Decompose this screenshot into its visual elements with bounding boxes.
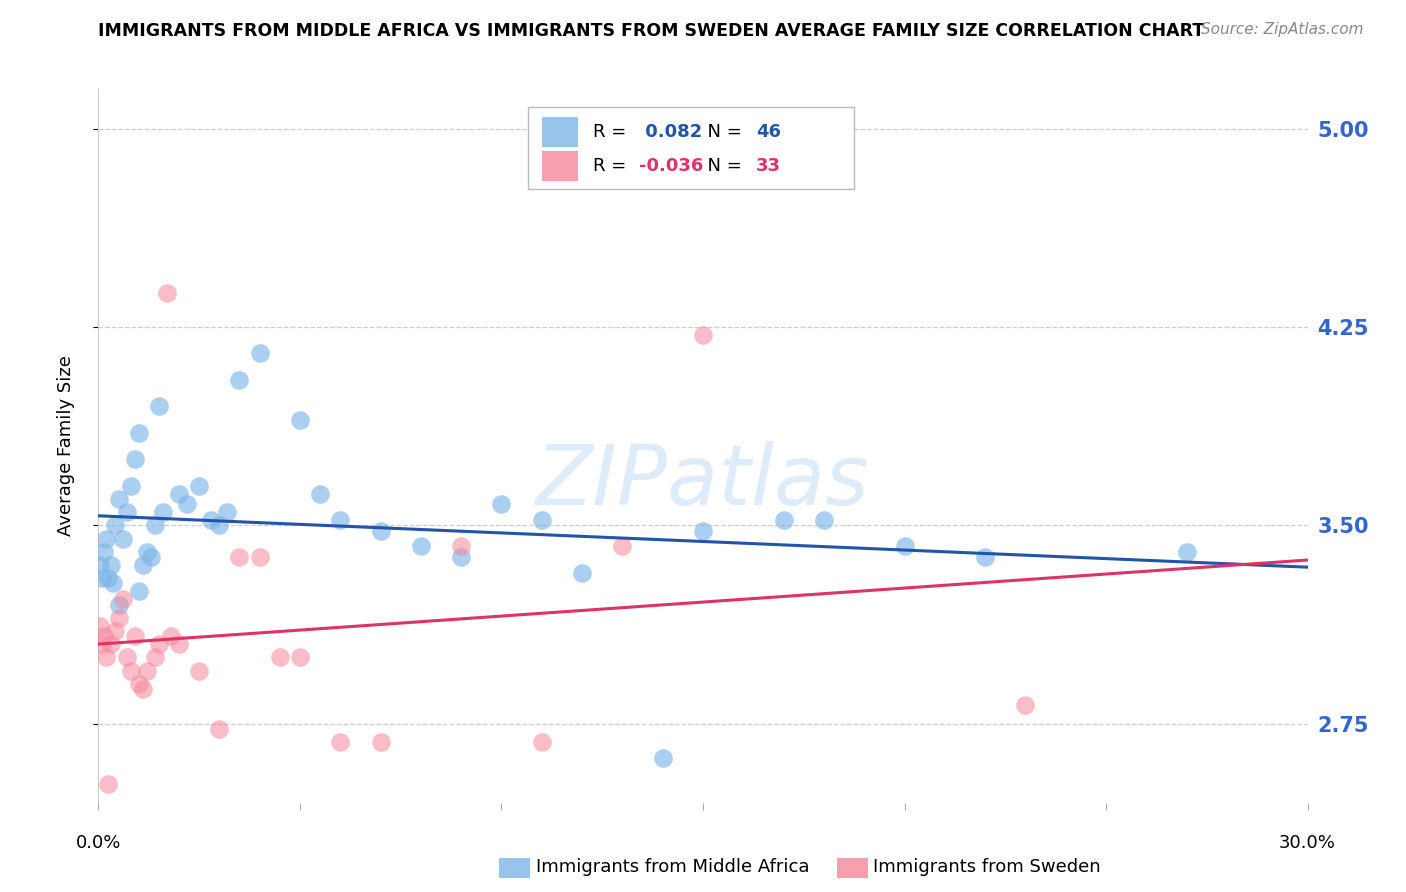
- Point: [128, 425, 150, 440]
- Point: [651, 751, 673, 765]
- Point: [893, 540, 915, 554]
- Point: [200, 513, 222, 527]
- Point: [188, 664, 211, 678]
- Text: Immigrants from Sweden: Immigrants from Sweden: [873, 858, 1101, 876]
- Text: -0.036: -0.036: [638, 157, 703, 175]
- Point: [530, 513, 553, 527]
- Point: [143, 650, 166, 665]
- FancyBboxPatch shape: [527, 107, 855, 189]
- Point: [309, 486, 332, 500]
- Point: [96, 650, 118, 665]
- Point: [107, 491, 129, 506]
- Point: [249, 549, 271, 564]
- Point: [148, 637, 170, 651]
- Point: [128, 584, 150, 599]
- Point: [139, 549, 162, 564]
- Text: R =: R =: [593, 123, 631, 141]
- FancyBboxPatch shape: [543, 151, 578, 181]
- Point: [89, 618, 111, 632]
- Point: [152, 505, 174, 519]
- Point: [132, 558, 155, 572]
- Point: [124, 452, 146, 467]
- Point: [370, 524, 392, 538]
- Point: [612, 540, 634, 554]
- Text: Source: ZipAtlas.com: Source: ZipAtlas.com: [1201, 22, 1364, 37]
- Point: [450, 540, 472, 554]
- Point: [329, 513, 352, 527]
- Point: [813, 513, 835, 527]
- Point: [370, 735, 392, 749]
- Point: [269, 650, 291, 665]
- Point: [188, 478, 211, 492]
- Point: [208, 722, 231, 736]
- Point: [91, 571, 114, 585]
- Point: [103, 624, 125, 638]
- Point: [217, 505, 239, 519]
- Text: Immigrants from Middle Africa: Immigrants from Middle Africa: [536, 858, 810, 876]
- Point: [288, 412, 311, 426]
- Point: [1014, 698, 1036, 712]
- Text: 46: 46: [756, 123, 782, 141]
- Point: [103, 518, 125, 533]
- Point: [100, 637, 122, 651]
- Text: 0.082: 0.082: [638, 123, 702, 141]
- Text: N =: N =: [696, 157, 747, 175]
- Point: [93, 545, 115, 559]
- Point: [208, 518, 231, 533]
- Point: [107, 611, 129, 625]
- Point: [120, 664, 142, 678]
- Point: [176, 497, 198, 511]
- Point: [491, 497, 513, 511]
- Point: [115, 505, 138, 519]
- Point: [115, 650, 138, 665]
- Point: [93, 629, 115, 643]
- Point: [288, 650, 311, 665]
- Point: [249, 346, 271, 360]
- Point: [111, 532, 134, 546]
- Point: [167, 486, 190, 500]
- Point: [450, 549, 472, 564]
- Point: [160, 629, 183, 643]
- Point: [409, 540, 432, 554]
- Point: [228, 373, 250, 387]
- Point: [124, 629, 146, 643]
- Point: [692, 328, 714, 343]
- Point: [772, 513, 794, 527]
- Point: [329, 735, 352, 749]
- Point: [135, 664, 157, 678]
- Text: 33: 33: [756, 157, 782, 175]
- Point: [97, 571, 120, 585]
- Text: 30.0%: 30.0%: [1279, 834, 1336, 852]
- Point: [101, 576, 124, 591]
- Point: [167, 637, 190, 651]
- Point: [96, 532, 118, 546]
- Point: [89, 558, 111, 572]
- Point: [228, 549, 250, 564]
- Point: [120, 478, 142, 492]
- Point: [97, 777, 120, 791]
- FancyBboxPatch shape: [543, 117, 578, 146]
- Point: [530, 735, 553, 749]
- Point: [135, 545, 157, 559]
- Point: [692, 524, 714, 538]
- Text: IMMIGRANTS FROM MIDDLE AFRICA VS IMMIGRANTS FROM SWEDEN AVERAGE FAMILY SIZE CORR: IMMIGRANTS FROM MIDDLE AFRICA VS IMMIGRA…: [98, 22, 1205, 40]
- Point: [132, 682, 155, 697]
- Text: R =: R =: [593, 157, 631, 175]
- Text: N =: N =: [696, 123, 747, 141]
- Point: [148, 400, 170, 414]
- Y-axis label: Average Family Size: Average Family Size: [56, 356, 75, 536]
- Point: [100, 558, 122, 572]
- Text: 0.0%: 0.0%: [76, 834, 121, 852]
- Point: [143, 518, 166, 533]
- Point: [1175, 545, 1198, 559]
- Point: [571, 566, 593, 580]
- Point: [111, 592, 134, 607]
- Point: [91, 637, 114, 651]
- Point: [974, 549, 997, 564]
- Point: [128, 677, 150, 691]
- Point: [107, 598, 129, 612]
- Point: [156, 285, 179, 300]
- Text: ZIPatlas: ZIPatlas: [536, 442, 870, 522]
